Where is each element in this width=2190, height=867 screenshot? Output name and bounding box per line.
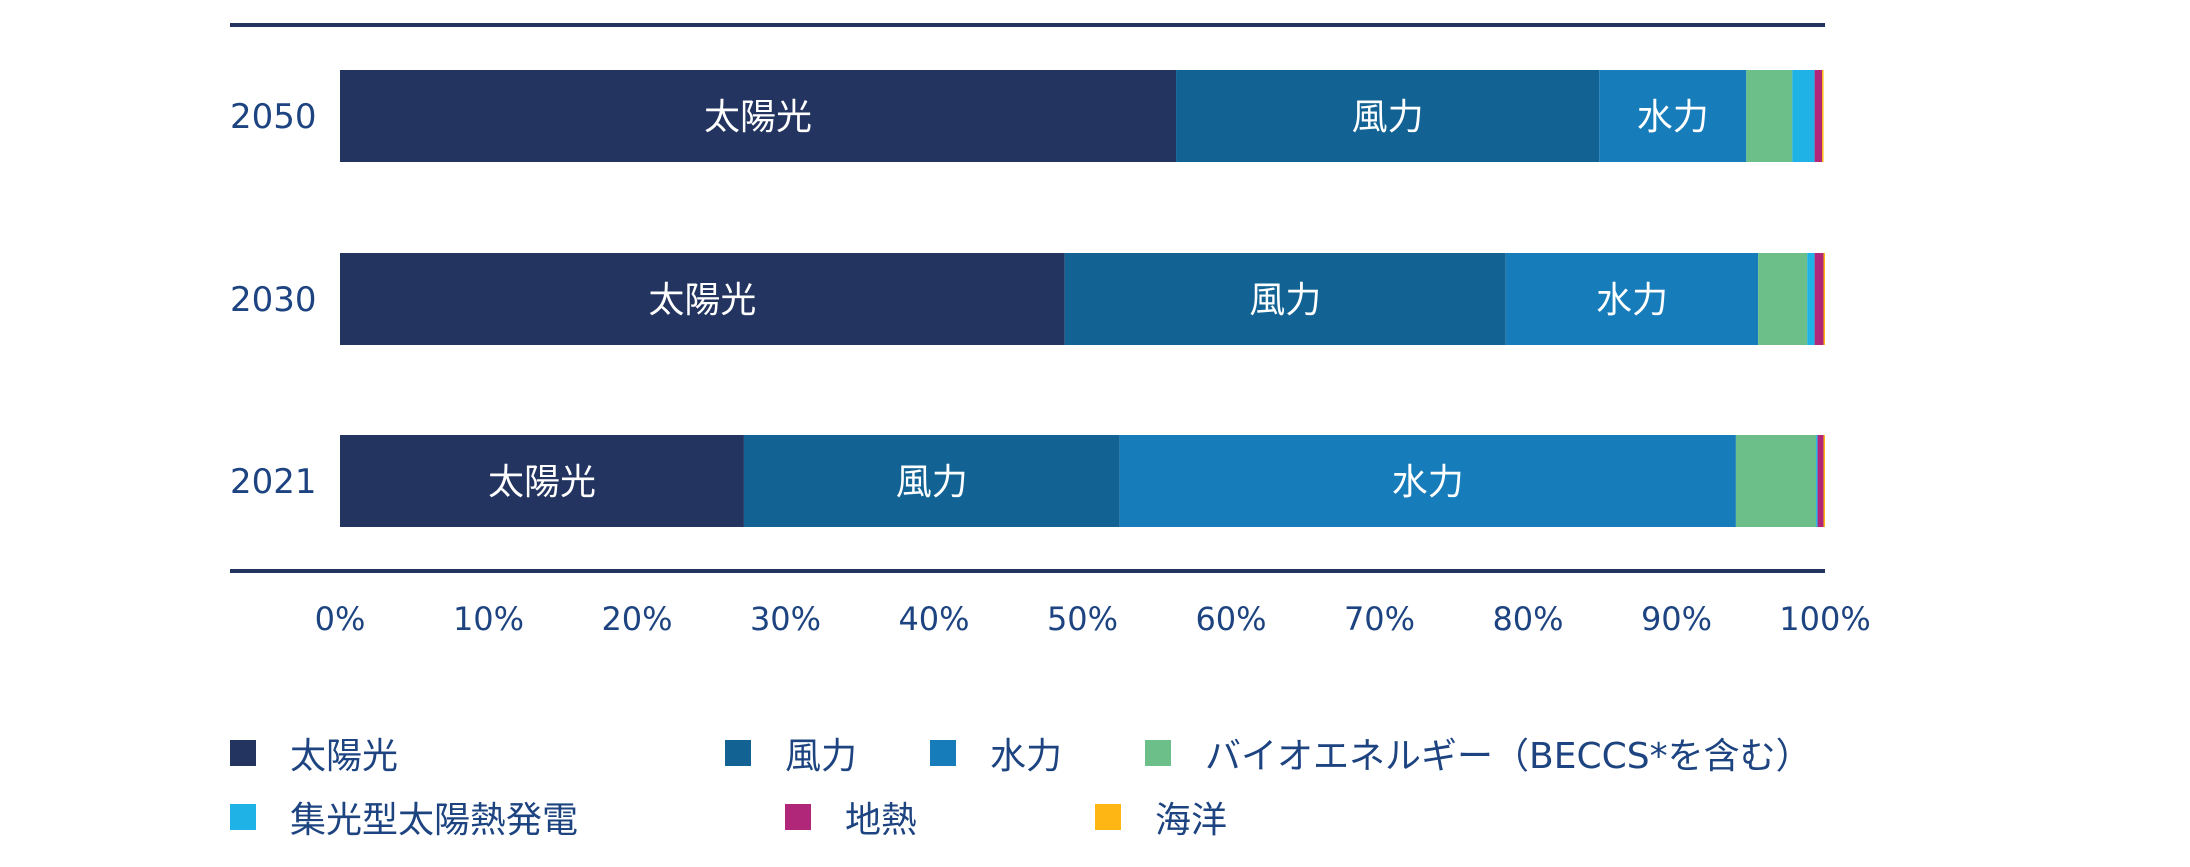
x-tick-label: 80%	[1492, 600, 1563, 638]
legend-item: 集光型太陽熱発電	[230, 792, 578, 842]
bar-2021-series-5	[1817, 435, 1824, 527]
segment-label-2021-series-0: 太陽光	[488, 462, 596, 503]
segment-label-2021-series-1: 風力	[896, 462, 968, 503]
bar-2050-series-6	[1822, 70, 1824, 162]
x-tick-label: 60%	[1195, 600, 1266, 638]
row-label-2030: 2030	[230, 280, 317, 320]
legend-item: 地熱	[785, 792, 917, 842]
legend-swatch	[785, 804, 811, 830]
x-tick-label: 10%	[453, 600, 524, 638]
bar-2021-series-0	[340, 435, 744, 527]
bar-2050-series-2	[1599, 70, 1747, 162]
legend-swatch	[1095, 804, 1121, 830]
bar-2030-series-2	[1505, 253, 1759, 345]
segment-label-2021-series-2: 水力	[1392, 462, 1464, 503]
legend-swatch	[930, 740, 956, 766]
bar-2050-series-5	[1814, 70, 1823, 162]
bar-2030-series-4	[1807, 253, 1815, 345]
segment-label-2030-series-0: 太陽光	[648, 280, 756, 321]
legend-item: 水力	[930, 728, 1062, 778]
x-tick-label: 100%	[1779, 600, 1870, 638]
bar-2021-series-1	[743, 435, 1120, 527]
legend-swatch	[230, 740, 256, 766]
segment-label-2030-series-2: 水力	[1596, 280, 1668, 321]
bar-2050-series-4	[1792, 70, 1815, 162]
bar-2050-series-0	[340, 70, 1177, 162]
legend-item: 風力	[725, 728, 857, 778]
legend-label: 地熱	[845, 800, 918, 841]
segment-label-2050-series-2: 水力	[1637, 97, 1709, 138]
row-label-2021: 2021	[230, 462, 317, 502]
legend-label: 風力	[785, 736, 858, 777]
x-tick-label: 70%	[1344, 600, 1415, 638]
legend-item: 太陽光	[230, 728, 398, 778]
legend: 太陽光 風力 水力 バイオエネルギー（BECCS*を含む） 集光型太陽熱発電 地熱 海洋	[230, 720, 2130, 850]
x-tick-label: 90%	[1641, 600, 1712, 638]
segment-label-2050-series-1: 風力	[1352, 97, 1424, 138]
bar-2030-series-3	[1758, 253, 1808, 345]
x-tick-label: 30%	[750, 600, 821, 638]
legend-swatch	[725, 740, 751, 766]
legend-label: バイオエネルギー（BECCS*を含む）	[1205, 736, 1812, 777]
bar-2030-series-6	[1823, 253, 1825, 345]
legend-label: 海洋	[1155, 800, 1228, 841]
bar-2030-series-0	[340, 253, 1065, 345]
legend-item: バイオエネルギー（BECCS*を含む）	[1145, 728, 1812, 778]
bar-2030-series-5	[1814, 253, 1824, 345]
segment-label-2030-series-1: 風力	[1249, 280, 1321, 321]
legend-swatch	[230, 804, 256, 830]
bar-2021-series-4	[1816, 435, 1818, 527]
legend-label: 集光型太陽熱発電	[290, 800, 579, 841]
bar-2021-series-2	[1119, 435, 1736, 527]
legend-label: 水力	[990, 736, 1063, 777]
bar-2021-series-3	[1735, 435, 1817, 527]
x-tick-label: 40%	[898, 600, 969, 638]
legend-swatch	[1145, 740, 1171, 766]
legend-label: 太陽光	[290, 736, 399, 777]
x-tick-label: 20%	[601, 600, 672, 638]
bar-2021-series-6	[1823, 435, 1826, 527]
bar-2050-series-3	[1746, 70, 1793, 162]
segment-label-2050-series-0: 太陽光	[704, 97, 812, 138]
x-tick-label: 0%	[315, 600, 366, 638]
bar-2050-series-1	[1176, 70, 1600, 162]
row-label-2050: 2050	[230, 97, 317, 137]
x-tick-label: 50%	[1047, 600, 1118, 638]
bar-2030-series-1	[1064, 253, 1506, 345]
legend-item: 海洋	[1095, 792, 1227, 842]
